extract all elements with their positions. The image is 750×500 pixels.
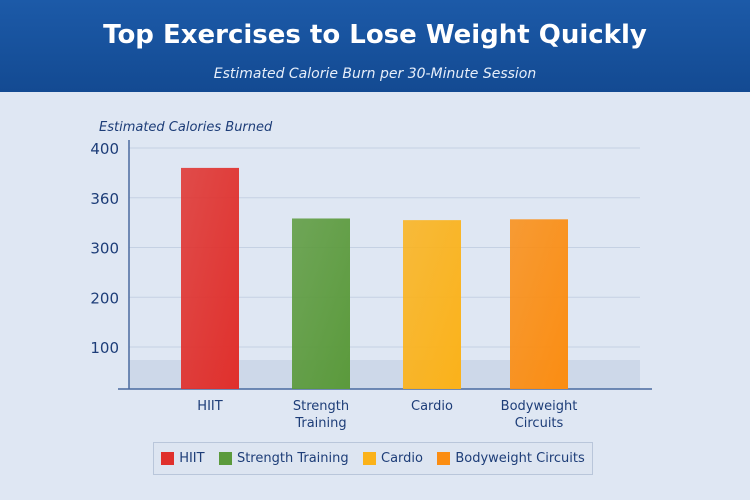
- legend: HIIT Strength Training Cardio Bodyweight Ci…: [153, 442, 593, 475]
- x-tick-label: HIIT: [197, 399, 222, 414]
- y-axis-label: Estimated Calories Burned: [99, 120, 273, 135]
- chart-subtitle: Estimated Calorie Burn per 30-Minute Ses…: [213, 66, 537, 82]
- legend-label: Cardio: [381, 451, 423, 466]
- header-banner: Top Exercises to Lose Weight Quickly Est…: [0, 0, 750, 92]
- legend-swatch: [437, 452, 451, 465]
- legend-item: HIIT: [161, 451, 205, 466]
- x-tick-label: Circuits: [515, 416, 564, 431]
- bar-chart: 100 200 300 360 400 Estimated Calories Burned…: [90, 120, 652, 431]
- bar-bodyweight-circuits: [510, 219, 568, 389]
- legend-item: Cardio: [363, 451, 423, 466]
- x-tick-label: Cardio: [411, 399, 453, 414]
- y-tick-label: 300: [90, 240, 119, 258]
- legend-swatch: [161, 452, 175, 465]
- legend-label: Strength Training: [236, 451, 349, 466]
- x-tick-label: Strength: [293, 399, 349, 414]
- y-tick-label: 100: [90, 339, 119, 357]
- legend-swatch: [218, 452, 232, 465]
- chart-title: Top Exercises to Lose Weight Quickly: [103, 20, 647, 50]
- y-tick-label: 200: [90, 289, 119, 307]
- y-tick-label: 400: [90, 140, 119, 158]
- bar-cardio: [403, 220, 461, 389]
- legend-label: HIIT: [179, 451, 205, 466]
- legend-item: Bodyweight Circuits: [437, 451, 585, 466]
- legend-item: Strength Training: [218, 451, 349, 466]
- x-tick-label: Training: [294, 416, 346, 431]
- bar-hiit: [181, 167, 239, 389]
- x-tick-label: Bodyweight: [501, 399, 578, 414]
- bar-strength-training: [292, 218, 350, 389]
- y-tick-label: 360: [90, 190, 119, 208]
- legend-label: Bodyweight Circuits: [455, 451, 585, 466]
- legend-swatch: [363, 452, 376, 465]
